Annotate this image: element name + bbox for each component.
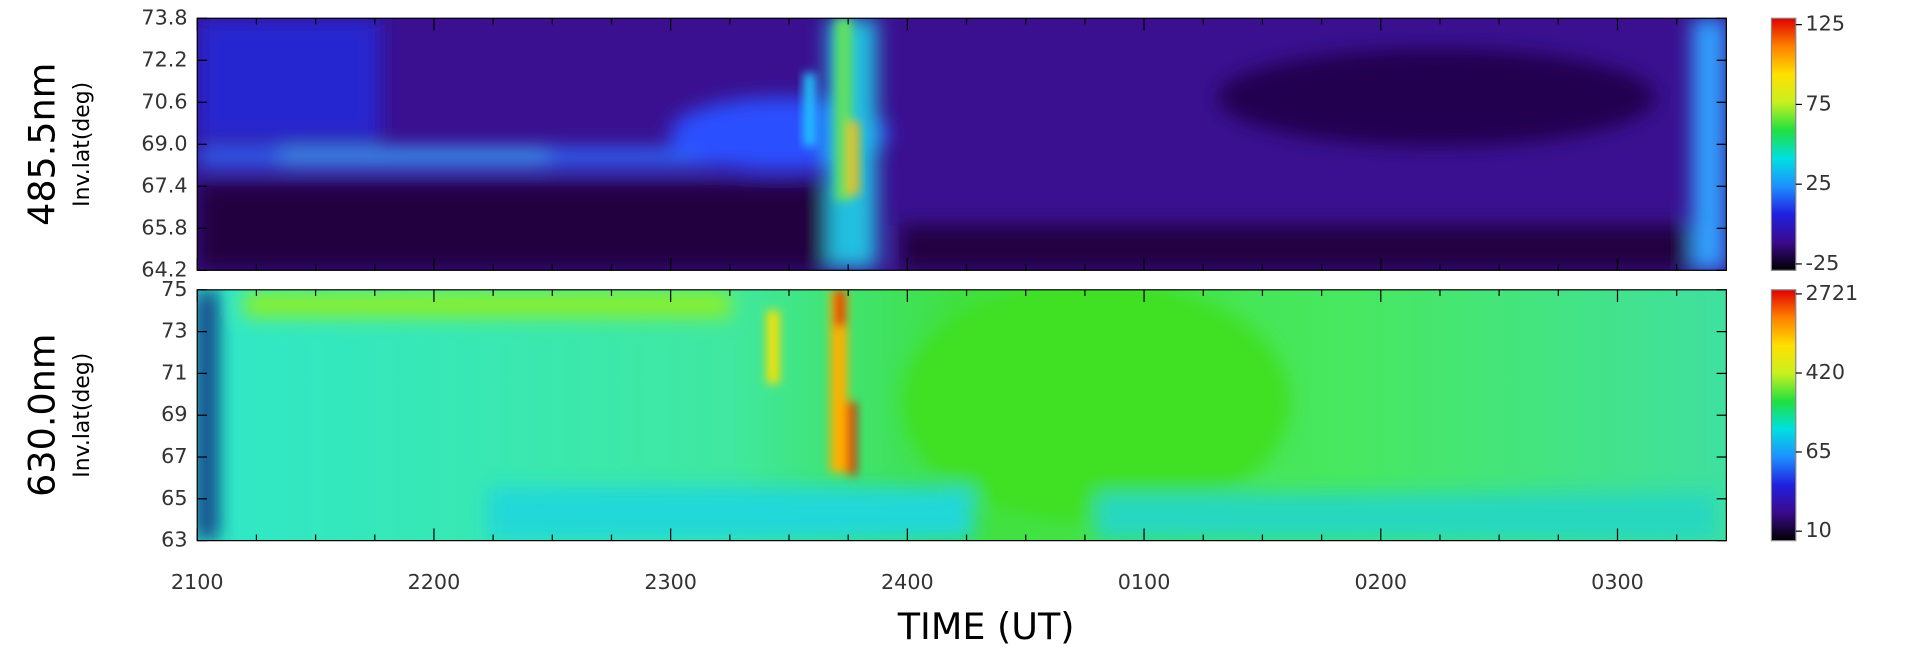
y-tick-label: 65.8 xyxy=(141,215,187,239)
y-tick-label: 70.6 xyxy=(141,89,187,113)
heatmap-630 xyxy=(197,289,1727,541)
x-axis-label: TIME (UT) xyxy=(897,605,1075,648)
y-axis-label: Inv.lat(deg) xyxy=(70,353,95,478)
colorbar-tick-label: 2721 xyxy=(1806,281,1859,305)
y-tick-label: 75 xyxy=(161,277,187,301)
y-axis-label: Inv.lat(deg) xyxy=(70,82,95,207)
y-tick-label: 72.2 xyxy=(141,47,187,71)
colorbar-tick-label: 125 xyxy=(1806,12,1845,36)
y-tick-label: 69.0 xyxy=(141,131,187,155)
y-tick-label: 67 xyxy=(161,444,187,468)
y-tick-label: 73.8 xyxy=(141,5,187,29)
colorbar xyxy=(1770,289,1797,542)
y-tick-label: 63 xyxy=(161,528,187,552)
colorbar-tick-label: 75 xyxy=(1806,91,1832,115)
y-tick-label: 64.2 xyxy=(141,257,187,281)
x-tick-label: 2400 xyxy=(881,570,934,594)
colorbar-tick-label: -25 xyxy=(1806,251,1840,275)
y-tick-label: 71 xyxy=(161,360,187,384)
y-tick-label: 65 xyxy=(161,486,187,510)
colorbar-tick-label: 420 xyxy=(1806,360,1845,384)
y-tick-label: 73 xyxy=(161,319,187,343)
panel-label: 485.5nm xyxy=(20,63,63,226)
heatmap-485 xyxy=(197,18,1727,271)
x-tick-label: 2100 xyxy=(171,570,224,594)
panel-label: 630.0nm xyxy=(20,334,63,497)
x-tick-label: 2300 xyxy=(644,570,697,594)
x-tick-label: 0300 xyxy=(1591,570,1644,594)
y-tick-label: 67.4 xyxy=(141,173,187,197)
colorbar xyxy=(1770,17,1797,271)
x-tick-label: 0200 xyxy=(1354,570,1407,594)
colorbar-tick-label: 10 xyxy=(1806,518,1832,542)
colorbar-tick-label: 65 xyxy=(1806,439,1832,463)
colorbar-tick-label: 25 xyxy=(1806,171,1832,195)
x-tick-label: 2200 xyxy=(408,570,461,594)
y-tick-label: 69 xyxy=(161,402,187,426)
x-tick-label: 0100 xyxy=(1118,570,1171,594)
